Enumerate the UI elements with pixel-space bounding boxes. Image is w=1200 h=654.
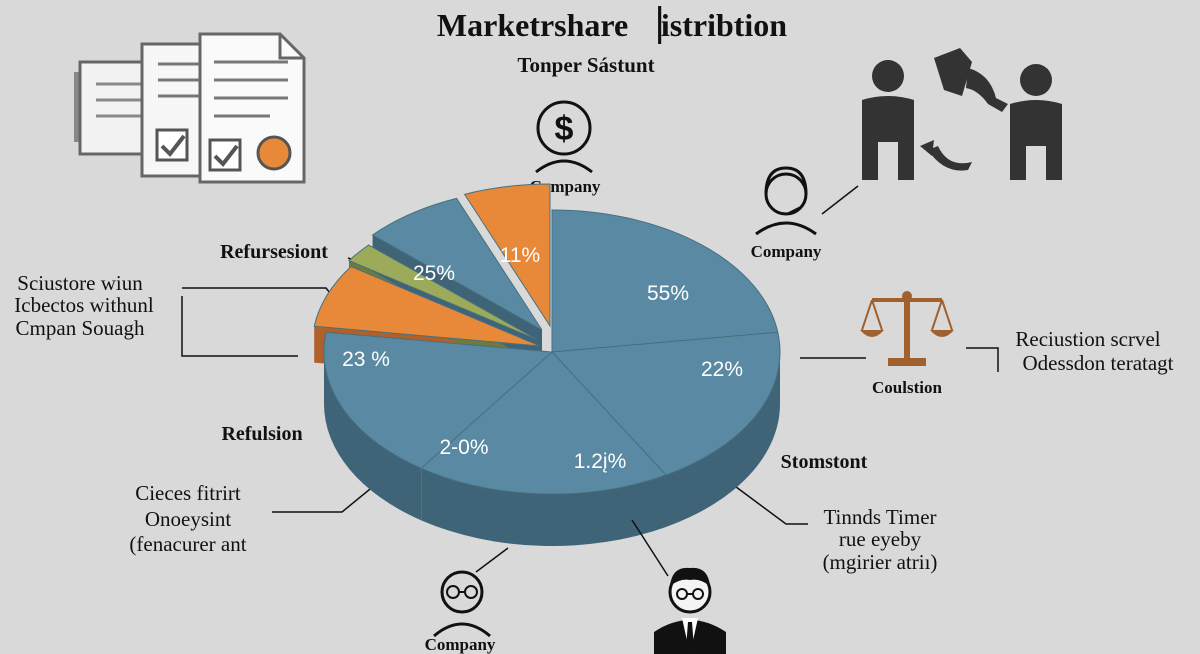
- pie-slice-5: [348, 244, 539, 341]
- label-tinnds-2: rue eyeby: [839, 527, 922, 551]
- leader-sciustore-bottom: [181, 296, 298, 357]
- label-sciustore-1: Sciustore wiun: [17, 271, 143, 295]
- pie-slice-0: [551, 209, 779, 353]
- pie-slice-4: [313, 266, 541, 347]
- leader-reciustion: [966, 347, 999, 372]
- handshake-people-icon: [862, 48, 1062, 180]
- label-coulstion: Coulstion: [872, 378, 942, 397]
- leader-businessman: [631, 519, 669, 577]
- pie-slice-2: [420, 351, 667, 495]
- leader-tinnds: [723, 477, 808, 525]
- label-cieces-2: Onoeysint: [145, 507, 231, 531]
- chart-title: Marketrshare ▕istribtion: [437, 5, 787, 44]
- person-glasses-icon: [433, 570, 491, 638]
- pie-slice-3: [323, 331, 554, 469]
- pie-slice-label-0: 55%: [647, 282, 689, 305]
- pie-slice-label-6: 25%: [413, 262, 455, 285]
- pie-slice-label-7: 11%: [500, 244, 540, 267]
- pie-slice-7: [463, 183, 551, 328]
- label-company-right: Company: [751, 242, 822, 261]
- label-refulsion: Refulsion: [221, 423, 302, 445]
- pie-slice-label-1: 22%: [701, 358, 743, 381]
- businessman-icon: [654, 567, 726, 654]
- label-tinnds-1: Tinnds Timer: [823, 505, 936, 529]
- pie-chart: [313, 183, 781, 546]
- pie-slice-label-3: 2-0%: [439, 436, 488, 459]
- label-sciustore-2: Icbectos withunl: [14, 293, 154, 317]
- label-cieces-3: (fenacurer ant: [129, 532, 246, 556]
- label-refursesiont: Refursesiont: [220, 241, 328, 263]
- label-reciustion-2: Odessdon teratagt: [1022, 351, 1173, 375]
- leader-company-right: [821, 185, 859, 215]
- pie-slice-label-2: 1.2į%: [574, 450, 627, 473]
- headset-person-icon: [755, 166, 817, 236]
- chart-subtitle: Tonper Sástunt: [517, 53, 654, 77]
- pie-slice-side-1: [666, 352, 780, 527]
- pie-slice-1: [550, 331, 781, 476]
- label-tinnds-3: (mgirier atriı): [823, 550, 938, 574]
- documents-icon: [74, 32, 306, 184]
- pie-labels: 55% 22% 1.2į% 2-0% 23 % 25% 11%: [342, 244, 743, 473]
- label-cieces-1: Cieces fitrirt: [135, 481, 241, 505]
- leader-company-bottom: [475, 547, 509, 573]
- pie-slice-6: [371, 197, 543, 331]
- dollar-person-icon: $: [535, 100, 593, 174]
- label-stomstont: Stomstont: [781, 451, 868, 473]
- svg-text:$: $: [555, 110, 574, 148]
- pie-slice-label-4: 23 %: [342, 348, 390, 371]
- label-company-bottom: Company: [425, 635, 496, 654]
- label-reciustion-1: Reciustion scrvel: [1015, 327, 1160, 351]
- justice-scale-icon: [860, 291, 954, 366]
- label-sciustore-3: Cmpan Souagh: [16, 316, 145, 340]
- pie-slice-side-3: [324, 352, 422, 521]
- leader-sciustore-top: [182, 287, 335, 299]
